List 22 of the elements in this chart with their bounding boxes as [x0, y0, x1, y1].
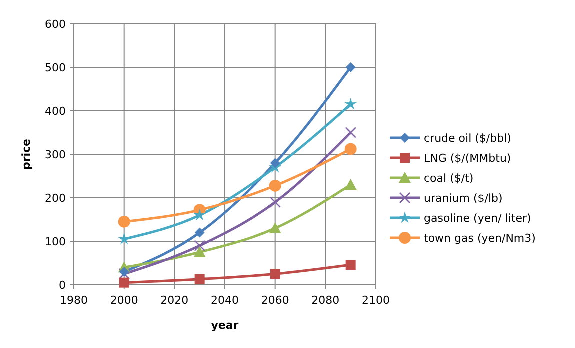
legend-label: uranium ($/lb)	[424, 192, 503, 205]
y-tick-label: 100	[45, 236, 66, 248]
legend-label: town gas (yen/Nm3)	[424, 232, 536, 245]
y-axis-title: price	[20, 138, 33, 170]
y-tick-label: 200	[45, 192, 66, 205]
x-axis-title: year	[211, 319, 240, 332]
x-tick-label: 1980	[60, 294, 88, 307]
y-tick-label: 300	[45, 148, 66, 162]
legend-label: gasoline (yen/ liter)	[424, 212, 532, 225]
x-tick-label: 2040	[211, 294, 239, 307]
x-tick-label: 2100	[362, 294, 390, 307]
legend-label: crude oil ($/bbl)	[424, 132, 512, 145]
x-tick-label: 2080	[312, 294, 340, 307]
y-tick-label: 0	[59, 279, 66, 292]
y-tick-label: 500	[45, 62, 66, 74]
x-tick-label: 2060	[261, 294, 290, 307]
y-tick-label: 400	[45, 105, 66, 118]
legend-label: LNG ($/(MMbtu)	[424, 152, 512, 165]
x-tick-label: 2000	[110, 294, 138, 307]
legend-label: coal ($/t)	[424, 172, 474, 185]
x-tick-label: 2020	[160, 294, 189, 307]
y-tick-label: 600	[45, 18, 66, 31]
